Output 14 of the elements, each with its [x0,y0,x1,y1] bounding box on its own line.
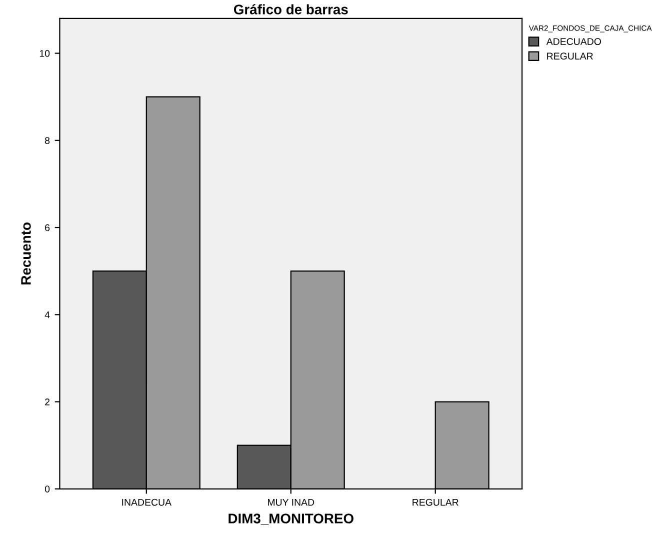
y-tick-label: 2 [45,398,50,406]
legend-label: REGULAR [547,52,593,60]
legend-label: ADECUADO [546,38,601,45]
x-tick-label: REGULAR [412,498,458,506]
chart-title: Gráfico de barras [234,4,348,14]
y-tick-label: 8 [45,137,50,144]
x-tick-label: MUY INAD [268,498,314,506]
x-axis-title: DIM3_MONITOREO [228,514,354,525]
y-tick-label: 4 [44,311,50,318]
x-tick-label: INADECUA [122,498,172,506]
y-tick-label: 6 [45,224,50,232]
y-tick-label: 0 [44,486,50,493]
y-tick-label: 10 [40,50,50,57]
y-axis-title: Recuento [21,222,31,284]
